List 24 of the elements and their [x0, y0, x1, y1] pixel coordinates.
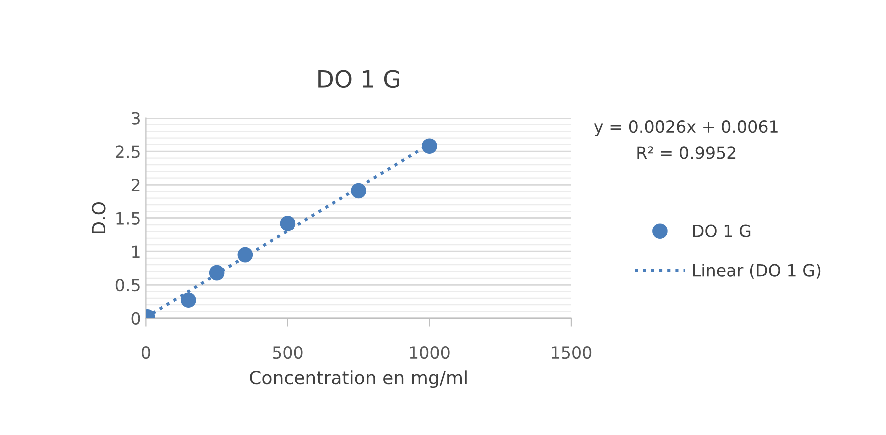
point — [422, 138, 438, 154]
y-tick-label: 3 — [132, 112, 140, 125]
point — [181, 292, 196, 308]
point — [351, 183, 366, 199]
y-tick-label: 0 — [132, 312, 140, 325]
point — [280, 216, 296, 232]
y-tick-label: 2.5 — [116, 146, 140, 158]
x-tick-label: 0 — [142, 346, 150, 360]
text: R² = 0.9952 — [638, 146, 736, 160]
y-tick-label: 1.5 — [116, 212, 140, 225]
legend-label: DO 1 G — [694, 224, 751, 238]
point — [209, 265, 225, 281]
y-tick-label: 0.5 — [116, 279, 140, 292]
x-tick-label: 1000 — [410, 346, 450, 360]
text: y = 0.0026x + 0.0061 — [594, 120, 778, 136]
legend-label: Linear (DO 1 G) — [694, 264, 821, 279]
y-axis-title: D.O — [92, 202, 106, 234]
chart-title: DO 1 G — [318, 70, 400, 88]
y-tick-label: 2 — [132, 178, 140, 192]
point — [238, 247, 254, 263]
x-tick-label: 500 — [273, 346, 303, 360]
x-tick-label: 1500 — [552, 346, 592, 360]
y-tick-label: 1 — [132, 246, 140, 258]
x-axis-title: Concentration en mg/ml — [250, 370, 467, 388]
